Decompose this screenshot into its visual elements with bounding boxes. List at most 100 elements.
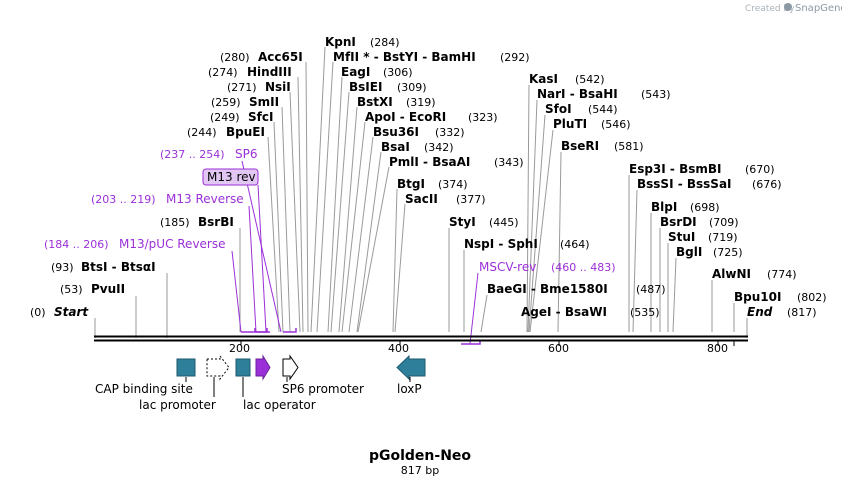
enzyme-bstxi: BstXI	[357, 95, 393, 109]
leader-bsai	[356, 151, 382, 333]
enzyme-bseri: BseRI	[561, 139, 599, 153]
enzyme-bsrdi-pos: (709)	[709, 216, 739, 229]
leader-m13puc	[231, 250, 242, 333]
enzyme-acc65i: Acc65I	[258, 50, 303, 64]
start-pos: (0)	[30, 306, 46, 319]
credit-prefix: Created by	[745, 4, 795, 14]
enzyme-bpu10i-pos: (802)	[797, 291, 827, 304]
enzyme-nspi-pos: (464)	[560, 238, 590, 251]
end-pos: (817)	[787, 306, 817, 319]
enzyme-btsi-pos: (93)	[51, 261, 74, 274]
enzyme-kasi: KasI	[529, 72, 558, 86]
enzyme-bsu36i-pos: (332)	[435, 126, 465, 139]
primer-mark-sp6	[283, 328, 297, 333]
loxp-glyph[interactable]	[396, 354, 426, 381]
enzyme-pmli-pos: (343)	[494, 156, 524, 169]
lac-operator-glyph[interactable]	[235, 358, 251, 377]
enzyme-bslei: BsIEI	[349, 80, 382, 94]
enzyme-styi: StyI	[449, 215, 476, 229]
leader-bslei	[330, 91, 350, 333]
enzyme-nsii: NsiI	[265, 80, 291, 94]
enzyme-bsssi-bsssai: BssSI - BssSaI	[637, 177, 732, 191]
leader-btgi	[392, 188, 398, 333]
primer-labels: (237 .. 254) SP6 M13 rev (203 .. 219) M1…	[44, 147, 616, 274]
enzyme-esp3i-pos: (670)	[745, 163, 775, 176]
leader-bgli	[672, 257, 677, 333]
enzyme-smli: SmII	[249, 95, 279, 109]
primer-m13rev-box[interactable]	[202, 168, 259, 186]
enzyme-mfii-bstyi-bamhi: MfII * - BstYI - BamHI	[333, 50, 476, 64]
ruler-label-400: 400	[388, 342, 409, 355]
enzyme-alwni-pos: (774)	[767, 268, 797, 281]
leader-sfoi	[528, 114, 546, 333]
enzyme-blpi: BlpI	[651, 200, 677, 214]
enzyme-sacii: SacII	[405, 192, 438, 206]
plasmid-length: 817 bp	[401, 464, 439, 477]
enzyme-bsssi-pos: (676)	[752, 178, 782, 191]
enzyme-btsi-btsai: BtsI - BtsαI	[81, 260, 156, 274]
enzyme-agei-bsawi: AgeI - BsaWI	[521, 305, 607, 319]
map-title: pGolden-Neo 817 bp	[369, 448, 471, 477]
enzyme-bsu36i: Bsu36I	[373, 125, 419, 139]
enzyme-ecori-pos: (323)	[468, 111, 498, 124]
enzyme-pmli-bsaai: PmlI - BsaAI	[389, 155, 470, 169]
enzyme-sfoi: SfoI	[545, 102, 572, 116]
enzyme-stui-pos: (719)	[708, 231, 738, 244]
feature-loxp: loxP	[397, 382, 422, 396]
leader-apoi	[341, 121, 366, 333]
enzyme-hindiii-pos: (274)	[208, 66, 238, 79]
lac-promoter-glyph[interactable]	[206, 354, 230, 381]
enzyme-sfci-pos: (249)	[210, 111, 240, 124]
m13-rev-glyph[interactable]	[255, 354, 271, 381]
enzyme-apoi-ecori: ApoI - EcoRI	[365, 110, 446, 124]
enzyme-leader-lines	[94, 46, 748, 338]
credit-brand: SnapGene	[795, 3, 842, 14]
primer-mscv-range: (460 .. 483)	[551, 261, 616, 274]
enzyme-pvuii: PvuII	[91, 282, 125, 296]
leader-bpuei	[267, 136, 280, 333]
leader-smli	[281, 106, 291, 333]
enzyme-btgi: BtgI	[397, 177, 425, 191]
enzyme-bsrbi-pos: (185)	[160, 216, 190, 229]
leader-mscv	[469, 272, 479, 345]
enzyme-nari-pos: (543)	[641, 88, 671, 101]
leader-pmli	[357, 166, 390, 333]
enzyme-baegi-pos: (487)	[636, 283, 666, 296]
primer-m13puc-range: (184 .. 206)	[44, 238, 109, 251]
leader-bsssi	[632, 189, 638, 333]
ruler-label-800: 800	[707, 342, 728, 355]
feature-lac-promoter: lac promoter	[139, 398, 216, 412]
enzyme-sfci: SfcI	[248, 110, 273, 124]
leader-nari	[527, 99, 538, 333]
enzyme-smli-pos: (259)	[211, 96, 241, 109]
feature-sp6-promoter: SP6 promoter	[282, 382, 364, 396]
enzyme-kpni-pos: (284)	[370, 36, 400, 49]
sp6-promoter-glyph[interactable]	[282, 354, 299, 381]
enzyme-labels: KpnI (284) (280) Acc65I MfII * - BstYI -…	[30, 35, 827, 319]
leader-hindiii	[297, 76, 304, 333]
enzyme-styi-pos: (445)	[489, 216, 519, 229]
leader-kpni	[310, 46, 326, 333]
enzyme-bsrdi: BsrDI	[660, 215, 697, 229]
enzyme-bsai-pos: (342)	[424, 141, 454, 154]
cap-binding-site-glyph[interactable]	[176, 358, 196, 377]
enzyme-bgli: BglI	[676, 245, 702, 259]
enzyme-blpi-pos: (698)	[690, 201, 720, 214]
primer-m13-reverse-range: (203 .. 219)	[91, 193, 156, 206]
primer-leader-lines	[231, 160, 479, 345]
leader-mfii	[316, 61, 334, 333]
enzyme-bpuei-pos: (244)	[187, 126, 217, 139]
leader-acc65i	[305, 61, 309, 333]
leader-bsu36i	[348, 136, 374, 333]
leader-eagi	[327, 76, 343, 333]
leader-m13-reverse	[248, 205, 257, 333]
enzyme-alwni: AlwNI	[712, 267, 751, 281]
primer-mark-m13	[254, 328, 270, 333]
snapgene-logo-icon	[784, 3, 792, 11]
enzyme-stui: StuI	[668, 230, 695, 244]
leader-pluti	[529, 129, 554, 333]
enzyme-bpuei: BpuEI	[226, 125, 265, 139]
leader-sfci	[273, 121, 284, 333]
ruler-label-600: 600	[548, 342, 569, 355]
